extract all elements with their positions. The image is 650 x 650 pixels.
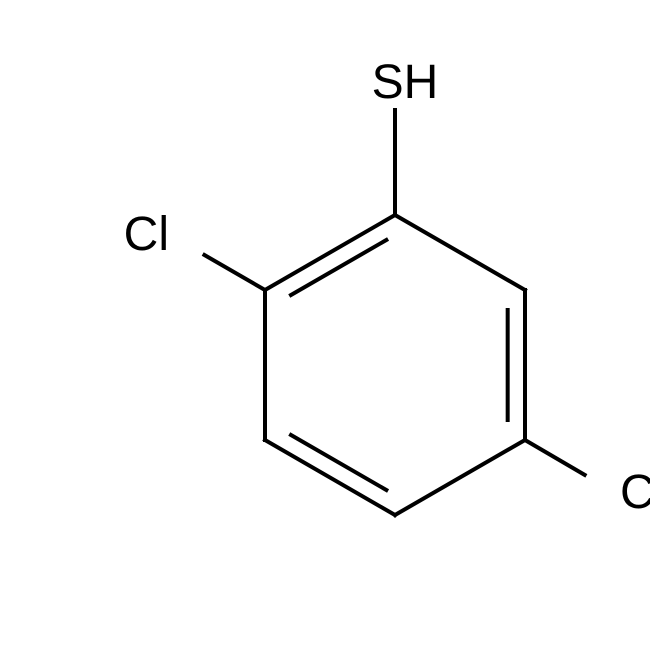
label-sh: SH [372, 56, 439, 109]
bond-to-cl2 [525, 440, 585, 475]
bond-c1-c2 [265, 215, 395, 290]
bond-c4-c5 [395, 440, 525, 515]
label-cl1: Cl [124, 208, 169, 261]
molecule-diagram: SH Cl Cl [0, 0, 650, 650]
bond-to-cl1 [204, 255, 265, 290]
bond-c6-c1 [395, 215, 525, 290]
label-cl2: Cl [620, 466, 650, 519]
bond-c3-c4 [265, 440, 395, 515]
